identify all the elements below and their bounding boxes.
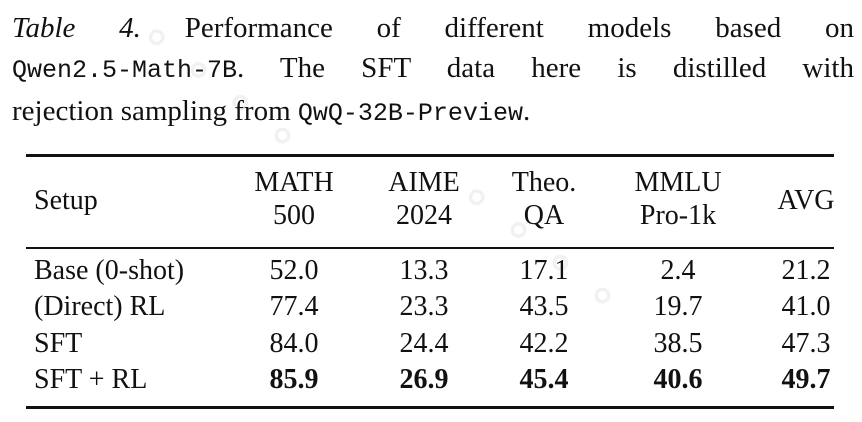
- table-cell-mmlu: 2.4: [660, 255, 696, 286]
- table-cell-math500: 52.0: [269, 255, 319, 286]
- table-cell-theoqa-best: 45.4: [519, 364, 569, 395]
- table-cell-mmlu-best: 40.6: [653, 364, 703, 395]
- table-top-rule: [26, 154, 834, 157]
- table-cell-theoqa: 17.1: [519, 255, 569, 286]
- caption-text: . The SFT data here is distilled with: [237, 52, 854, 84]
- caption-text: rejection sampling from: [12, 95, 291, 127]
- table-cell-math500: 84.0: [269, 328, 319, 359]
- caption-text: Performance of different models based on: [184, 12, 854, 44]
- header-avg: AVG: [777, 185, 835, 216]
- table-bottom-rule: [26, 406, 834, 409]
- table-cell-aime2024-best: 26.9: [399, 364, 449, 395]
- table-cell-math500-best: 85.9: [269, 364, 319, 395]
- header-math500: MATH 500: [254, 167, 334, 231]
- table-cell-aime2024: 24.4: [399, 328, 449, 359]
- header-aime2024: AIME 2024: [388, 167, 460, 231]
- table-cell-avg: 47.3: [781, 328, 831, 359]
- table-cell-theoqa: 43.5: [519, 291, 569, 322]
- table-cell-theoqa: 42.2: [519, 328, 569, 359]
- table-cell-aime2024: 23.3: [399, 291, 449, 322]
- table-caption: Table 4. Performance of different models…: [12, 8, 854, 134]
- table-cell-avg: 21.2: [781, 255, 831, 286]
- table-row-setup: SFT + RL: [34, 364, 148, 395]
- table-cell-avg: 41.0: [781, 291, 831, 322]
- table-cell-mmlu: 38.5: [653, 328, 703, 359]
- header-setup: Setup: [34, 185, 98, 216]
- model-name-base: Qwen2.5-Math-7B: [12, 56, 238, 85]
- table-row-setup: SFT: [34, 328, 83, 359]
- header-mmlu-pro: MMLU Pro-1k: [634, 167, 722, 231]
- table-cell-avg-best: 49.7: [781, 364, 831, 395]
- caption-label: Table 4.: [12, 12, 141, 44]
- table-row-setup: (Direct) RL: [34, 291, 166, 322]
- table-header-rule: [26, 247, 834, 249]
- model-name-teacher: QwQ-32B-Preview: [297, 99, 523, 128]
- header-theoqa: Theo. QA: [511, 167, 577, 231]
- table-cell-math500: 77.4: [269, 291, 319, 322]
- table-row-setup: Base (0-shot): [34, 255, 185, 286]
- caption-text: .: [522, 95, 531, 127]
- table-cell-aime2024: 13.3: [399, 255, 449, 286]
- table-cell-mmlu: 19.7: [653, 291, 703, 322]
